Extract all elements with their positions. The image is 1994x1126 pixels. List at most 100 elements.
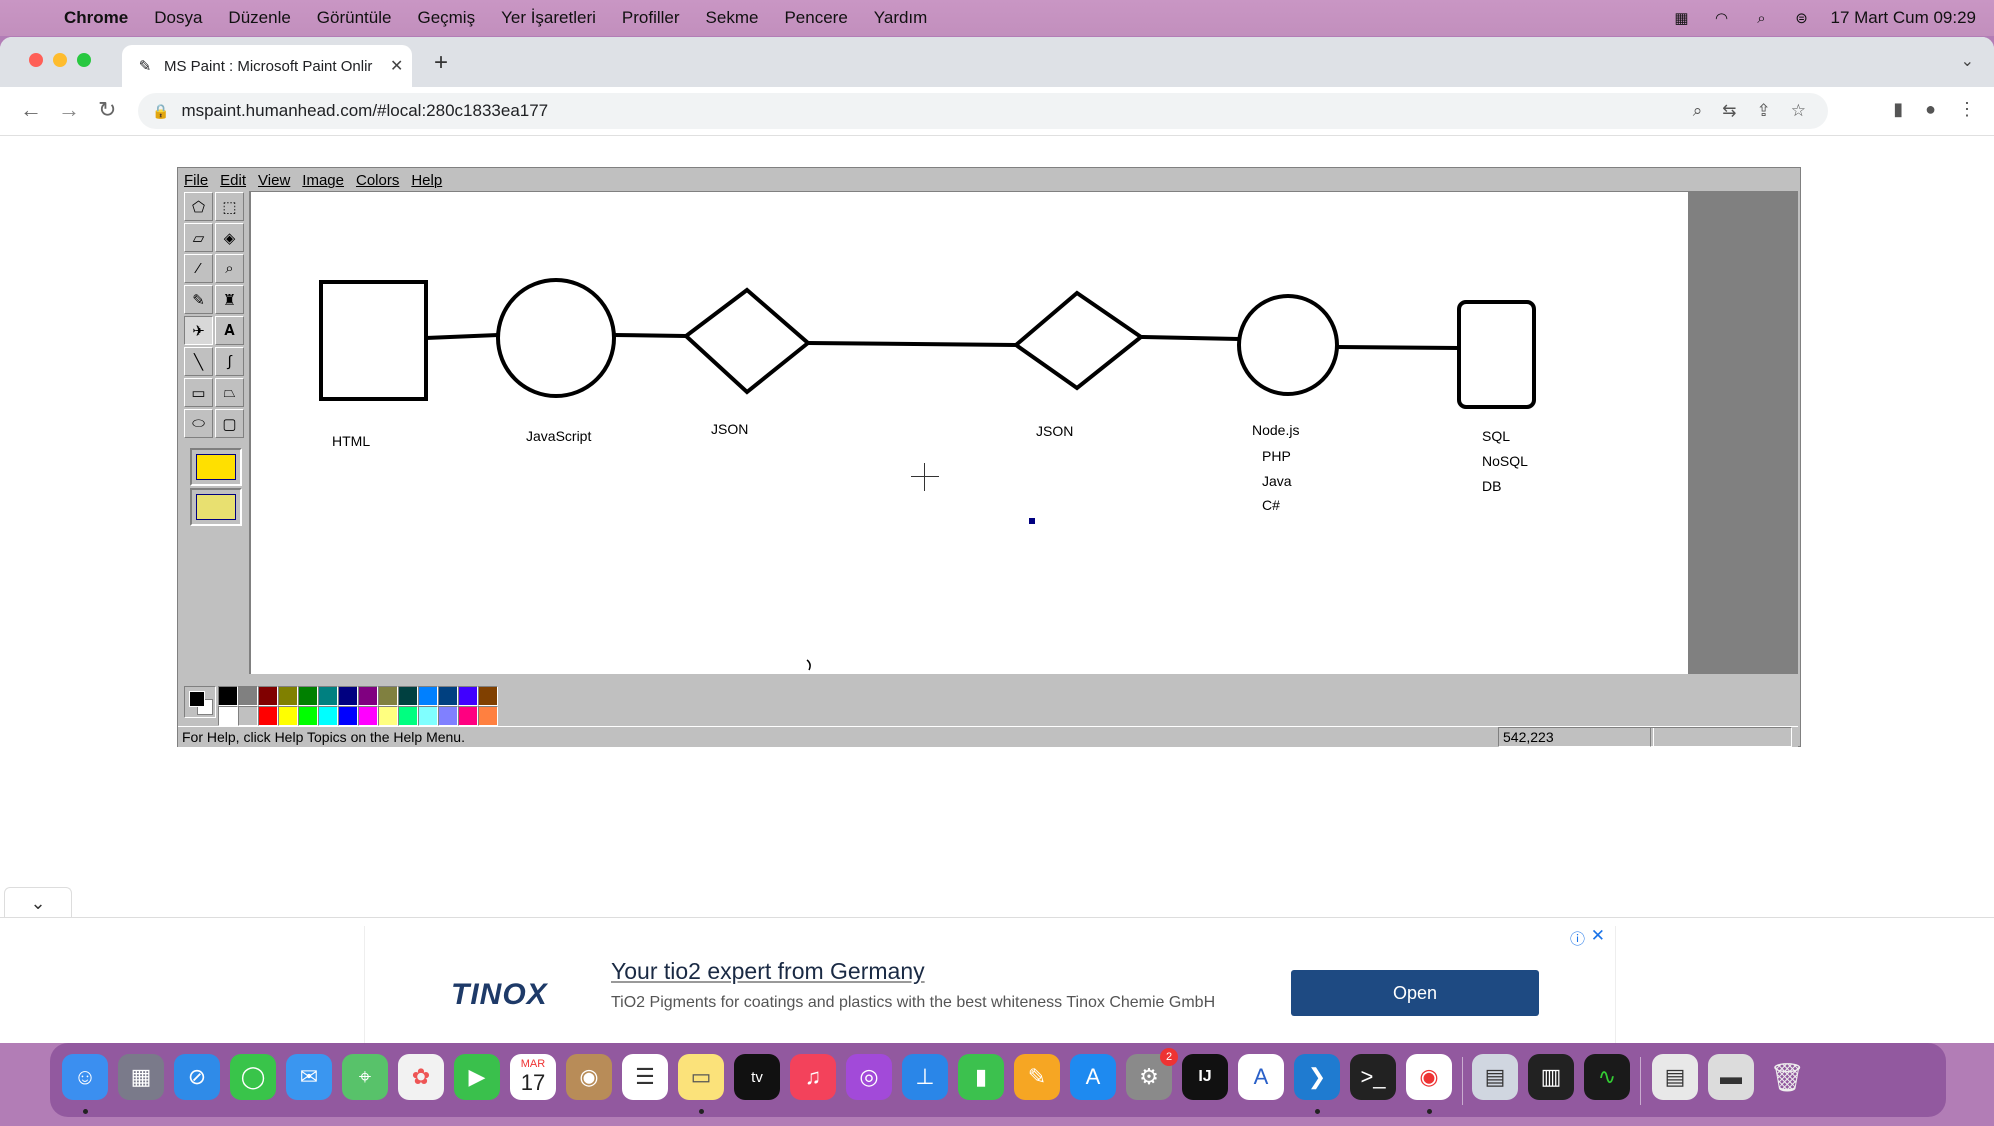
paint-menu-colors[interactable]: Colors xyxy=(355,172,400,189)
wifi-icon[interactable]: ◠ xyxy=(1714,10,1729,27)
preview-icon[interactable]: ▤ xyxy=(1472,1054,1518,1100)
paint-menu-help[interactable]: Help xyxy=(411,172,443,189)
pencil-icon[interactable]: ✎ xyxy=(184,285,213,314)
address-url[interactable]: mspaint.humanhead.com/#local:280c1833ea1… xyxy=(181,101,549,120)
profile-avatar-icon[interactable]: ● xyxy=(1925,99,1936,119)
podcasts-icon[interactable]: ◎ xyxy=(846,1054,892,1100)
maps-icon[interactable]: ⌖ xyxy=(342,1054,388,1100)
browser-tab-active[interactable]: ✎ MS Paint : Microsoft Paint Onlir ✕ xyxy=(122,45,412,87)
paint-menu-view[interactable]: View xyxy=(258,172,291,189)
paint-menu-file[interactable]: File xyxy=(184,172,209,189)
share-icon[interactable]: ⇪ xyxy=(1756,101,1771,120)
apple-tv-icon[interactable]: tv xyxy=(734,1054,780,1100)
color-swatch[interactable] xyxy=(378,706,398,726)
brush-icon[interactable]: ♜ xyxy=(215,285,244,314)
pages-icon[interactable]: ✎ xyxy=(1014,1054,1060,1100)
translator-icon[interactable]: A xyxy=(1238,1054,1284,1100)
window-maximize-button[interactable] xyxy=(77,53,91,67)
rounded-rect-tool-icon[interactable]: ▢ xyxy=(215,409,244,438)
side-panel-icon[interactable]: ▮ xyxy=(1893,99,1904,119)
spotlight-search-icon[interactable]: ⌕ xyxy=(1757,9,1766,27)
color-swatch[interactable] xyxy=(258,686,278,706)
safari-icon[interactable]: ⊘ xyxy=(174,1054,220,1100)
reload-icon[interactable]: ↻ xyxy=(98,97,117,122)
mail-icon[interactable]: ✉ xyxy=(286,1054,332,1100)
color-swatch[interactable] xyxy=(338,686,358,706)
tab-close-icon[interactable]: ✕ xyxy=(390,58,404,75)
zoom-search-icon[interactable]: ⌕ xyxy=(1692,101,1703,120)
terminal-icon[interactable]: >_ xyxy=(1350,1054,1396,1100)
launchpad-icon[interactable]: ▦ xyxy=(118,1054,164,1100)
translate-icon[interactable]: ⇆ xyxy=(1722,101,1737,120)
numbers-icon[interactable]: ▮ xyxy=(958,1054,1004,1100)
text-tool-icon[interactable]: 𝐀 xyxy=(215,316,244,345)
airbrush-icon[interactable]: ✈ xyxy=(184,316,213,345)
forward-arrow-icon[interactable]: → xyxy=(58,97,80,122)
fill-bucket-icon[interactable]: ◈ xyxy=(215,223,244,252)
facetime-icon[interactable]: ▶ xyxy=(454,1054,500,1100)
opaque-option-icon[interactable] xyxy=(190,488,242,526)
rectangle-tool-icon[interactable]: ▭ xyxy=(184,378,213,407)
color-swatch[interactable] xyxy=(478,686,498,706)
control-center-icon[interactable]: ⊜ xyxy=(1795,10,1808,27)
menu-history[interactable]: Geçmiş xyxy=(417,8,476,27)
vscode-icon[interactable]: ❯ xyxy=(1294,1054,1340,1100)
color-swatch[interactable] xyxy=(238,706,258,726)
color-swatch[interactable] xyxy=(478,706,498,726)
menu-view[interactable]: Görüntüle xyxy=(316,8,392,27)
color-swatch[interactable] xyxy=(398,686,418,706)
color-swatch[interactable] xyxy=(298,686,318,706)
color-swatch[interactable] xyxy=(378,686,398,706)
paint-menu-image[interactable]: Image xyxy=(302,172,344,189)
chrome-menu-icon[interactable]: ⋮ xyxy=(1958,99,1976,119)
activity-monitor-icon[interactable]: ∿ xyxy=(1584,1054,1630,1100)
curve-tool-icon[interactable]: ∫ xyxy=(215,347,244,376)
chrome-icon[interactable]: ◉ xyxy=(1406,1054,1452,1100)
ellipse-tool-icon[interactable]: ⬭ xyxy=(184,409,213,438)
lock-icon[interactable]: 🔒 xyxy=(152,102,170,119)
menu-app-name[interactable]: Chrome xyxy=(64,8,129,27)
menu-edit[interactable]: Düzenle xyxy=(228,8,291,27)
contacts-icon[interactable]: ◉ xyxy=(566,1054,612,1100)
color-swatch[interactable] xyxy=(318,706,338,726)
back-arrow-icon[interactable]: ← xyxy=(20,97,42,122)
ad-open-button[interactable]: Open xyxy=(1291,970,1539,1016)
notes-icon[interactable]: ▭ xyxy=(678,1054,724,1100)
color-swatch[interactable] xyxy=(458,686,478,706)
trash-icon[interactable]: 🗑 xyxy=(1769,1061,1805,1093)
eraser-icon[interactable]: ▱ xyxy=(184,223,213,252)
color-swatch[interactable] xyxy=(258,706,278,726)
color-swatch[interactable] xyxy=(418,706,438,726)
color-picker-icon[interactable]: ⁄ xyxy=(184,254,213,283)
messages-icon[interactable]: ◯ xyxy=(230,1054,276,1100)
color-swatch[interactable] xyxy=(458,706,478,726)
color-swatch[interactable] xyxy=(398,706,418,726)
tinox-logo[interactable]: TINOX xyxy=(451,978,548,1011)
color-swatch[interactable] xyxy=(318,686,338,706)
music-icon[interactable]: ♫ xyxy=(790,1054,836,1100)
address-bar[interactable]: 🔒 mspaint.humanhead.com/#local:280c1833e… xyxy=(138,93,1828,129)
color-swatch[interactable] xyxy=(298,706,318,726)
menu-bookmarks[interactable]: Yer İşaretleri xyxy=(501,8,596,27)
calendar-icon[interactable]: MAR 17 xyxy=(510,1054,556,1100)
reminders-icon[interactable]: ☰ xyxy=(622,1054,668,1100)
paint-menu-edit[interactable]: Edit xyxy=(220,172,247,189)
collapse-ad-chevron-icon[interactable]: ⌄ xyxy=(4,887,72,918)
downloads-stack-icon[interactable]: ▤ xyxy=(1652,1054,1698,1100)
color-swatch[interactable] xyxy=(338,706,358,726)
color-swatch[interactable] xyxy=(358,686,378,706)
color-swatch[interactable] xyxy=(218,706,238,726)
color-swatch[interactable] xyxy=(418,686,438,706)
minimized-window-icon[interactable]: ▬ xyxy=(1708,1054,1754,1100)
bookmark-star-icon[interactable]: ☆ xyxy=(1790,101,1806,120)
color-swatch[interactable] xyxy=(238,686,258,706)
color-swatch[interactable] xyxy=(278,686,298,706)
menu-tab[interactable]: Sekme xyxy=(705,8,759,27)
polygon-tool-icon[interactable]: ⏢ xyxy=(215,378,244,407)
color-swatch[interactable] xyxy=(438,686,458,706)
menubar-clock[interactable]: 17 Mart Cum 09:29 xyxy=(1830,8,1976,27)
color-swatch[interactable] xyxy=(278,706,298,726)
color-swatch[interactable] xyxy=(218,686,238,706)
tab-search-chevron-icon[interactable]: ⌄ xyxy=(1960,53,1974,70)
ad-info-icon[interactable]: ⓘ xyxy=(1569,931,1585,948)
